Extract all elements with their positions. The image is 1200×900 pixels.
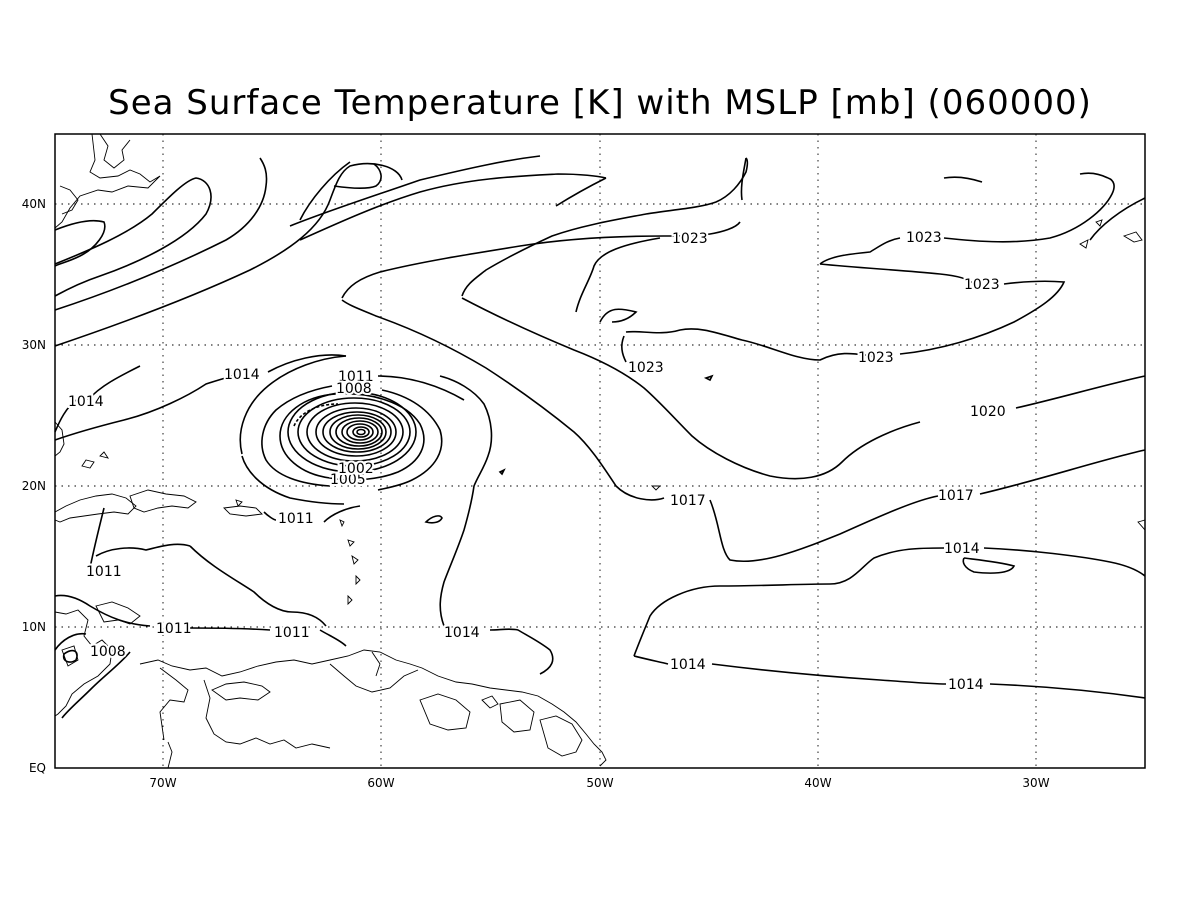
contour-label: 1008 (90, 644, 126, 660)
mslp-contours (54, 155, 1146, 719)
coastline-greater-antilles (54, 493, 137, 523)
coastline-florida (54, 421, 65, 457)
lat-tick-label: 20N (22, 479, 46, 493)
grid-lines (55, 134, 1145, 768)
contour-label: 1023 (858, 350, 894, 366)
contour-label: 1014 (670, 657, 706, 673)
longitude-tick-labels: 70W 60W 50W 40W 30W (149, 776, 1049, 790)
lon-tick-label: 50W (586, 776, 613, 790)
map-frame (54, 133, 1146, 769)
contour-label: 1008 (336, 381, 372, 397)
figure-title: Sea Surface Temperature [K] with MSLP [m… (108, 83, 1092, 123)
lon-tick-label: 40W (804, 776, 831, 790)
coastline-central-america (54, 609, 113, 717)
contour-label: 1014 (948, 677, 984, 693)
contour-label: 1014 (68, 394, 104, 410)
lat-tick-label: EQ (29, 761, 46, 775)
contour-label: 1005 (330, 472, 366, 488)
contour-labels: 1023 1023 1023 1023 1023 1020 1017 1017 … (66, 228, 1008, 695)
contour-label: 1011 (86, 564, 122, 580)
lat-tick-label: 30N (22, 338, 46, 352)
contour-label: 1023 (906, 230, 942, 246)
contour-label: 1011 (156, 621, 192, 637)
contour-label: 1014 (224, 367, 260, 383)
lon-tick-label: 70W (149, 776, 176, 790)
contour-label: 1011 (278, 511, 314, 527)
contour-label: 1017 (938, 488, 974, 504)
contour-label: 1002 (338, 461, 374, 477)
coastline-north-america (54, 133, 161, 229)
contour-label: 1023 (964, 277, 1000, 293)
coastline-south-america (139, 649, 607, 767)
contour-label: 1011 (274, 625, 310, 641)
lat-tick-label: 10N (22, 620, 46, 634)
contour-label: 1023 (672, 231, 708, 247)
lat-tick-label: 40N (22, 197, 46, 211)
lon-tick-label: 60W (367, 776, 394, 790)
contour-label: 1023 (628, 360, 664, 376)
latitude-tick-labels: EQ 10N 20N 30N 40N (22, 197, 46, 775)
contour-label: 1020 (970, 404, 1006, 420)
coastlines (54, 133, 1146, 769)
contour-label: 1017 (670, 493, 706, 509)
contour-label: 1014 (944, 541, 980, 557)
contour-label: 1014 (444, 625, 480, 641)
lon-tick-label: 30W (1022, 776, 1049, 790)
contour-label: 1011 (338, 369, 374, 385)
